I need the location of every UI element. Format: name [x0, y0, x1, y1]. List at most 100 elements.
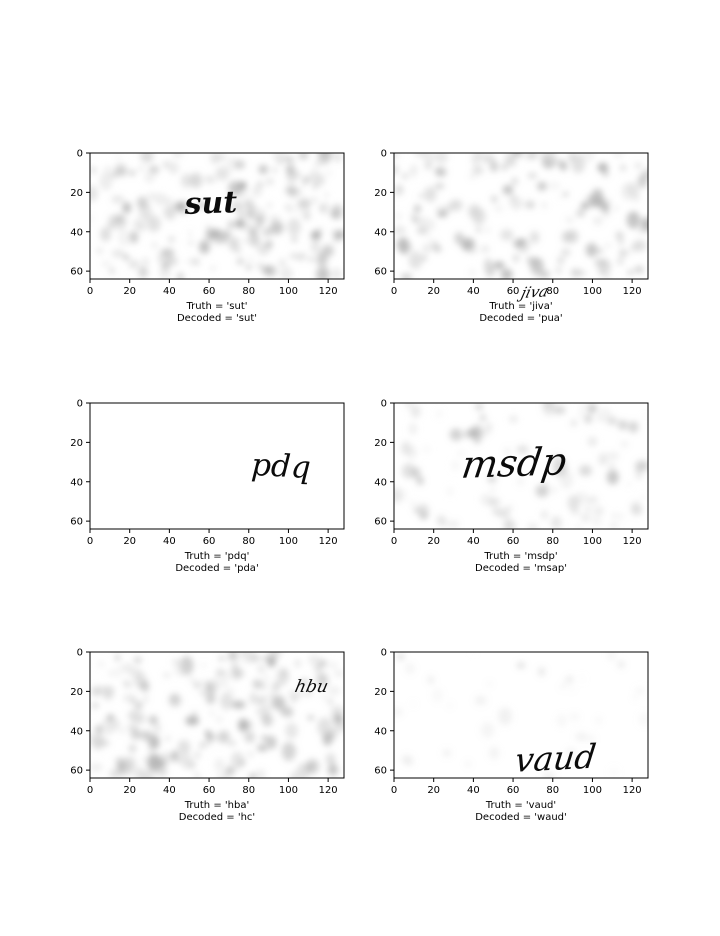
- axes-frame: [89, 152, 345, 280]
- y-tick-label: 0: [77, 648, 83, 659]
- decoded-label: Decoded = 'waud': [475, 812, 567, 823]
- x-tick-label: 80: [546, 536, 559, 547]
- handwritten-word: hbu: [293, 677, 330, 697]
- x-tick-label: 100: [279, 785, 298, 796]
- truth-label: Truth = 'vaud': [485, 800, 556, 811]
- y-tick-label: 60: [374, 517, 387, 528]
- x-tick-label: 20: [123, 536, 136, 547]
- panel-3: pdq 0 20 40 60 80 100 120 0 20 40 60 Truth = 'pdq'De…: [70, 399, 345, 574]
- truth-label: Truth = 'jiva': [488, 301, 552, 312]
- x-tick-label: 80: [242, 286, 255, 297]
- x-tick-label: 20: [427, 536, 440, 547]
- x-tick-label: 120: [623, 536, 642, 547]
- x-tick-label: 0: [87, 785, 93, 796]
- handwritten-word: msdp: [459, 439, 569, 488]
- x-tick-label: 60: [203, 785, 216, 796]
- decoded-label: Decoded = 'sut': [177, 313, 257, 324]
- x-tick-label: 100: [279, 286, 298, 297]
- y-tick-label: 40: [374, 726, 387, 737]
- y-tick-label: 0: [381, 399, 387, 410]
- truth-label: Truth = 'pdq': [184, 551, 250, 562]
- y-tick-label: 20: [70, 438, 83, 449]
- decoded-label: Decoded = 'pua': [479, 313, 562, 324]
- x-tick-label: 40: [163, 286, 176, 297]
- x-tick-label: 100: [583, 785, 602, 796]
- y-tick-label: 0: [77, 399, 83, 410]
- image-background: [394, 652, 648, 778]
- noise-texture: [90, 652, 344, 778]
- image-background: [90, 403, 344, 529]
- y-tick-label: 60: [374, 267, 387, 278]
- x-tick-label: 100: [279, 536, 298, 547]
- x-tick-label: 60: [507, 785, 520, 796]
- y-tick-label: 20: [374, 188, 387, 199]
- y-tick-label: 60: [70, 267, 83, 278]
- y-tick-label: 20: [70, 188, 83, 199]
- x-tick-label: 20: [427, 286, 440, 297]
- panel-5: hbu 0 20 40 60 80 100 120 0 20 40 60 Truth = 'hba'De…: [70, 648, 345, 823]
- truth-label: Truth = 'sut': [185, 301, 247, 312]
- panel-6: vaud 0 20 40 60 80 100 120 0 20 40 60 Truth = 'vaud'…: [374, 648, 649, 823]
- noise-texture: [90, 153, 344, 279]
- y-tick-label: 60: [70, 517, 83, 528]
- decoded-label: Decoded = 'hc': [179, 812, 255, 823]
- image-background: [394, 403, 648, 529]
- y-tick-label: 20: [70, 687, 83, 698]
- y-tick-label: 40: [374, 477, 387, 488]
- x-tick-label: 80: [242, 785, 255, 796]
- x-tick-label: 100: [583, 286, 602, 297]
- x-tick-label: 60: [507, 286, 520, 297]
- y-tick-label: 20: [374, 687, 387, 698]
- axes-frame: [393, 651, 649, 779]
- x-tick-label: 60: [507, 536, 520, 547]
- axes-frame: [89, 651, 345, 779]
- noise-texture: [394, 652, 648, 778]
- y-tick-label: 40: [70, 726, 83, 737]
- x-tick-label: 80: [546, 785, 559, 796]
- handwritten-word: vaud: [513, 737, 598, 780]
- panel-4: msdp 0 20 40 60 80 100 120 0 20 40 60 Truth = 'msdp'…: [374, 399, 649, 574]
- y-tick-label: 60: [70, 766, 83, 777]
- axes-frame: [393, 152, 649, 280]
- panel-1: sut 0 20 40 60 80 100 120 0 20 40 60 Truth = 'sut'De…: [70, 149, 345, 324]
- x-tick-label: 80: [546, 286, 559, 297]
- y-tick-label: 40: [70, 477, 83, 488]
- y-tick-label: 0: [381, 648, 387, 659]
- x-tick-label: 0: [391, 536, 397, 547]
- x-tick-label: 20: [123, 286, 136, 297]
- x-tick-label: 0: [87, 286, 93, 297]
- y-tick-label: 20: [374, 438, 387, 449]
- y-tick-label: 60: [374, 766, 387, 777]
- panel-2: jiva 0 20 40 60 80 100 120 0 20 40 60 Truth = 'jiva'…: [374, 149, 649, 324]
- x-tick-label: 80: [242, 536, 255, 547]
- x-tick-label: 20: [427, 785, 440, 796]
- x-tick-label: 120: [319, 286, 338, 297]
- handwritten-word: jiva: [516, 282, 550, 302]
- noise-texture: [394, 153, 648, 279]
- x-tick-label: 120: [623, 286, 642, 297]
- y-tick-label: 40: [70, 227, 83, 238]
- image-background: [394, 153, 648, 279]
- x-tick-label: 120: [319, 536, 338, 547]
- x-tick-label: 40: [163, 785, 176, 796]
- y-tick-label: 0: [77, 149, 83, 160]
- x-tick-label: 40: [467, 536, 480, 547]
- x-tick-label: 60: [203, 286, 216, 297]
- noise-texture: [394, 403, 648, 529]
- x-tick-label: 60: [203, 536, 216, 547]
- handwritten-word: pdq: [250, 447, 311, 486]
- y-tick-label: 40: [374, 227, 387, 238]
- x-tick-label: 0: [391, 785, 397, 796]
- x-tick-label: 120: [623, 785, 642, 796]
- axes-frame: [393, 402, 649, 530]
- y-tick-label: 0: [381, 149, 387, 160]
- x-tick-label: 20: [123, 785, 136, 796]
- x-tick-label: 120: [319, 785, 338, 796]
- decoded-label: Decoded = 'msap': [475, 563, 567, 574]
- x-tick-label: 100: [583, 536, 602, 547]
- x-tick-label: 0: [391, 286, 397, 297]
- x-tick-label: 40: [467, 286, 480, 297]
- truth-label: Truth = 'msdp': [483, 551, 557, 562]
- x-tick-label: 0: [87, 536, 93, 547]
